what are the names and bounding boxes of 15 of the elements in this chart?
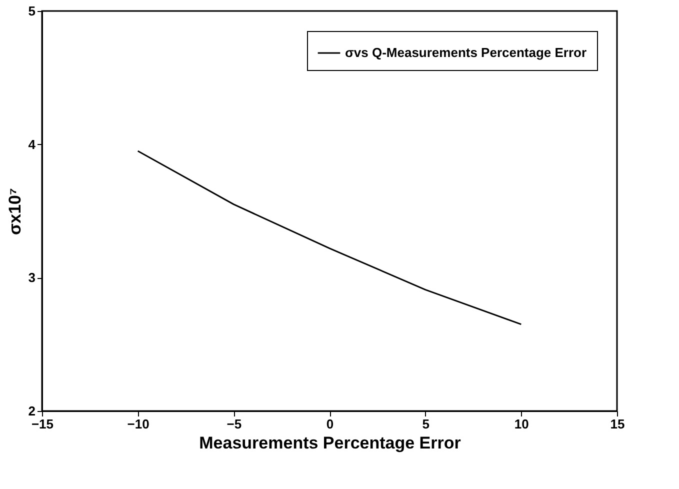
y-tick-label: 3: [28, 270, 36, 286]
legend-label: σvs Q-Measurements Percentage Error: [345, 45, 587, 60]
y-tick-label: 5: [28, 4, 36, 18]
x-tick-label: −15: [31, 416, 54, 432]
x-tick-label: 0: [326, 416, 334, 432]
y-tick-label: 2: [28, 404, 36, 418]
line-series: [137, 150, 522, 326]
x-tick-label: 15: [610, 416, 625, 432]
x-tick-label: −5: [226, 416, 242, 432]
x-axis-title: Measurements Percentage Error: [199, 434, 462, 452]
y-tick-label: 4: [28, 136, 36, 152]
x-tick-label: −10: [127, 416, 150, 432]
x-tick-label: 10: [514, 416, 529, 432]
y-axis-title: σx10⁷: [5, 188, 24, 236]
x-tick-label: 5: [422, 416, 430, 432]
